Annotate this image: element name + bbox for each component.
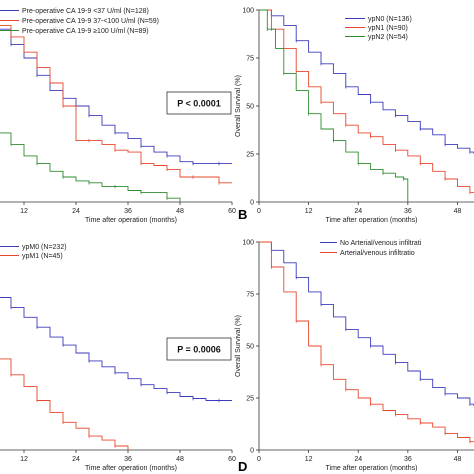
x-tick-label: 12 bbox=[305, 456, 313, 463]
x-axis-label: Time after operation (months) bbox=[326, 217, 418, 224]
x-tick-label: 12 bbox=[305, 208, 313, 215]
x-tick-label: 60 bbox=[228, 456, 236, 463]
panel-letter: D bbox=[238, 459, 247, 474]
y-tick-label: 50 bbox=[246, 344, 254, 351]
legend-label: No Arterial/venous infiltrati bbox=[340, 240, 422, 247]
legend-label: Pre-operative CA 19-9 ≥100 U/ml (N=89) bbox=[22, 28, 149, 35]
x-tick-label: 24 bbox=[354, 456, 362, 463]
series-line-2 bbox=[0, 358, 129, 450]
legend-label: ypN2 (N=54) bbox=[368, 34, 408, 41]
panel-b: 0 12 24 36 48 Time after operation (months) 0 2… bbox=[235, 8, 474, 224]
y-axis-label: Overall Survival (%) bbox=[235, 315, 242, 377]
x-tick-label: 48 bbox=[176, 456, 184, 463]
legend-label: ypN1 (N=90) bbox=[368, 25, 408, 32]
x-tick-label: 24 bbox=[72, 456, 80, 463]
y-tick-label: 0 bbox=[250, 448, 254, 455]
x-axis-label: Time after operation (months) bbox=[85, 217, 177, 224]
x-tick-label: 24 bbox=[72, 208, 80, 215]
x-tick-label: 48 bbox=[454, 208, 462, 215]
legend-label: Arterial/venous infiltratio bbox=[340, 250, 415, 257]
legend-label: ypM0 (N=232) bbox=[22, 244, 67, 251]
x-tick-label: 48 bbox=[176, 208, 184, 215]
series-line-1 bbox=[0, 297, 232, 401]
y-axis-label: Overall Survival (%) bbox=[235, 75, 242, 137]
y-tick-label: 25 bbox=[246, 152, 254, 159]
series-line-1 bbox=[0, 28, 232, 165]
series-line-1 bbox=[259, 9, 474, 154]
p-value-box bbox=[166, 91, 232, 115]
x-axis-label: Time after operation (months) bbox=[85, 465, 177, 472]
x-tick-label: 36 bbox=[124, 456, 132, 463]
y-tick-label: 75 bbox=[246, 56, 254, 63]
panel-c: 12 24 36 48 60 Time after operation (months) y… bbox=[0, 244, 236, 472]
y-tick-label: 0 bbox=[250, 200, 254, 207]
x-tick-label: 12 bbox=[20, 208, 28, 215]
y-tick-label: 100 bbox=[242, 240, 254, 247]
x-tick-label: 36 bbox=[404, 208, 412, 215]
x-tick-label: 36 bbox=[124, 208, 132, 215]
panel-d: 0 12 24 36 48 Time after operation (months) 0 2… bbox=[235, 240, 474, 474]
x-tick-label: 0 bbox=[257, 208, 261, 215]
series-line-1 bbox=[259, 241, 474, 407]
y-tick-label: 50 bbox=[246, 104, 254, 111]
y-tick-label: 25 bbox=[246, 396, 254, 403]
y-tick-label: 75 bbox=[246, 292, 254, 299]
series-line-2 bbox=[259, 9, 474, 193]
series-line-3 bbox=[0, 132, 181, 202]
x-tick-label: 24 bbox=[354, 208, 362, 215]
p-value-label: P < 0.0001 bbox=[177, 99, 221, 109]
p-value-box bbox=[166, 337, 232, 361]
x-tick-label: 12 bbox=[20, 456, 28, 463]
panel-letter: B bbox=[238, 207, 247, 222]
panel-a: 12 24 36 48 60 Time after operation (months) P… bbox=[0, 8, 236, 224]
legend-label: Pre-operative CA 19-9 <37 U/ml (N=128) bbox=[22, 8, 149, 15]
legend-label: ypM1 (N=45) bbox=[22, 253, 63, 260]
legend-label: ypN0 (N=136) bbox=[368, 16, 412, 23]
x-tick-label: 60 bbox=[228, 208, 236, 215]
x-tick-label: 48 bbox=[454, 456, 462, 463]
x-tick-label: 36 bbox=[404, 456, 412, 463]
x-tick-label: 0 bbox=[257, 456, 261, 463]
y-tick-label: 100 bbox=[242, 8, 254, 15]
legend-label: Pre-operative CA 19-9 37-<100 U/ml (N=59… bbox=[22, 18, 159, 25]
p-value-label: P = 0.0006 bbox=[177, 345, 221, 355]
x-axis-label: Time after operation (months) bbox=[326, 465, 418, 472]
series-line-2 bbox=[259, 241, 474, 443]
